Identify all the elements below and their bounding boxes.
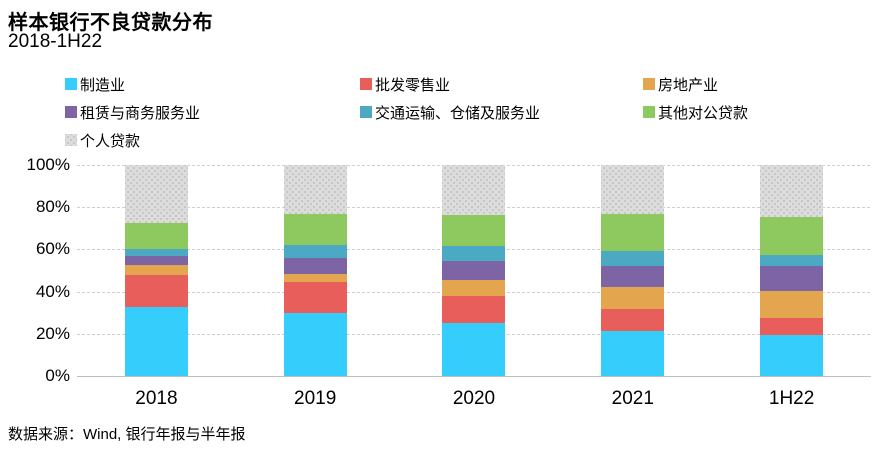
- x-tick-label: 2018: [135, 388, 178, 409]
- y-axis: 0% 20% 40% 60% 80% 100%: [0, 155, 70, 385]
- bar-segment: [124, 265, 188, 275]
- legend-label: 批发零售业: [375, 76, 451, 94]
- stacked-bar: [283, 165, 347, 376]
- y-tick-label: 100%: [26, 155, 70, 174]
- legend-swatch-icon: [360, 78, 372, 90]
- bar-slot: [236, 165, 395, 376]
- chart-title: 样本银行不良贷款分布: [8, 12, 213, 34]
- legend-label: 租赁与商务服务业: [80, 104, 201, 122]
- legend-swatch-icon: [65, 106, 77, 118]
- legend-label: 其他对公贷款: [658, 104, 749, 122]
- bar-segment: [283, 312, 347, 376]
- source-note: 数据来源：Wind, 银行年报与半年报: [8, 426, 246, 443]
- bar-segment: [124, 223, 188, 250]
- stacked-bar: [601, 165, 665, 376]
- bar-segment: [442, 295, 506, 324]
- bar-segment: [283, 245, 347, 258]
- bar-segment: [760, 254, 824, 267]
- bar-segment: [601, 266, 665, 288]
- legend-label: 交通运输、仓储及服务业: [375, 104, 541, 122]
- bar-slot: [553, 165, 712, 376]
- stacked-bar: [442, 165, 506, 376]
- legend-swatch-icon: [643, 78, 655, 90]
- y-tick-label: 0%: [45, 366, 70, 385]
- bar-segment: [124, 307, 188, 376]
- legend-item: 租赁与商务服务业: [65, 102, 360, 123]
- bar-segment: [283, 257, 347, 274]
- bar-segment: [760, 290, 824, 318]
- bar-segment: [283, 165, 347, 214]
- bar-slot: [712, 165, 871, 376]
- legend-item: 制造业: [65, 74, 360, 95]
- bar-segment: [442, 214, 506, 247]
- stacked-bar: [760, 165, 824, 376]
- bar-slot: [395, 165, 554, 376]
- legend-label: 个人贷款: [80, 132, 141, 150]
- legend-item: 个人贷款: [65, 130, 360, 151]
- bar-segment: [442, 261, 506, 281]
- bar-segment: [124, 255, 188, 266]
- bar-segment: [283, 273, 347, 283]
- legend-label: 房地产业: [658, 76, 719, 94]
- x-tick-label: 2020: [452, 388, 496, 409]
- legend-swatch-icon: [360, 106, 372, 118]
- legend: 制造业 批发零售业 房地产业租赁与商务服务业 交通运输、仓储及服务业 其他对公贷款个人贷…: [65, 70, 748, 154]
- bar-segment: [760, 266, 824, 291]
- legend-item: 交通运输、仓储及服务业: [360, 102, 643, 123]
- y-tick-label: 40%: [35, 281, 70, 301]
- bar-segment: [283, 282, 347, 313]
- bars-layer: [77, 165, 871, 376]
- x-tick-label: 2019: [294, 388, 337, 409]
- legend-swatch-icon: [643, 106, 655, 118]
- legend-swatch-icon: [65, 78, 77, 90]
- y-tick-label: 60%: [35, 239, 70, 259]
- bar-segment: [760, 317, 824, 335]
- bar-segment: [124, 274, 188, 308]
- legend-label: 制造业: [80, 76, 126, 94]
- gridline: [77, 376, 871, 377]
- plot-area: [77, 165, 871, 377]
- y-tick-label: 80%: [35, 197, 70, 217]
- bar-segment: [442, 280, 506, 296]
- x-tick-label: 2021: [611, 388, 654, 409]
- bar-segment: [601, 308, 665, 331]
- x-tick-label: 1H22: [768, 388, 815, 409]
- bar-segment: [601, 330, 665, 376]
- y-tick-label: 20%: [35, 323, 70, 343]
- bar-segment: [601, 250, 665, 267]
- bar-segment: [601, 213, 665, 251]
- bar-segment: [601, 287, 665, 309]
- legend-item: 其他对公贷款: [643, 102, 748, 123]
- bar-segment: [124, 249, 188, 256]
- legend-item: 批发零售业: [360, 74, 643, 95]
- x-axis: 2018 2019 2020 2021 1H22: [77, 388, 871, 410]
- bar-segment: [442, 246, 506, 262]
- bar-segment: [601, 165, 665, 214]
- legend-item: 房地产业: [643, 74, 748, 95]
- stacked-bar: [124, 165, 188, 376]
- legend-swatch-icon: [65, 134, 77, 146]
- bar-segment: [760, 334, 824, 376]
- bar-segment: [760, 216, 824, 255]
- bar-segment: [442, 165, 506, 215]
- bar-segment: [442, 323, 506, 376]
- bar-segment: [760, 165, 824, 217]
- bar-segment: [124, 165, 188, 224]
- bar-segment: [283, 213, 347, 246]
- chart-subtitle: 2018-1H22: [8, 31, 103, 52]
- bar-slot: [77, 165, 236, 376]
